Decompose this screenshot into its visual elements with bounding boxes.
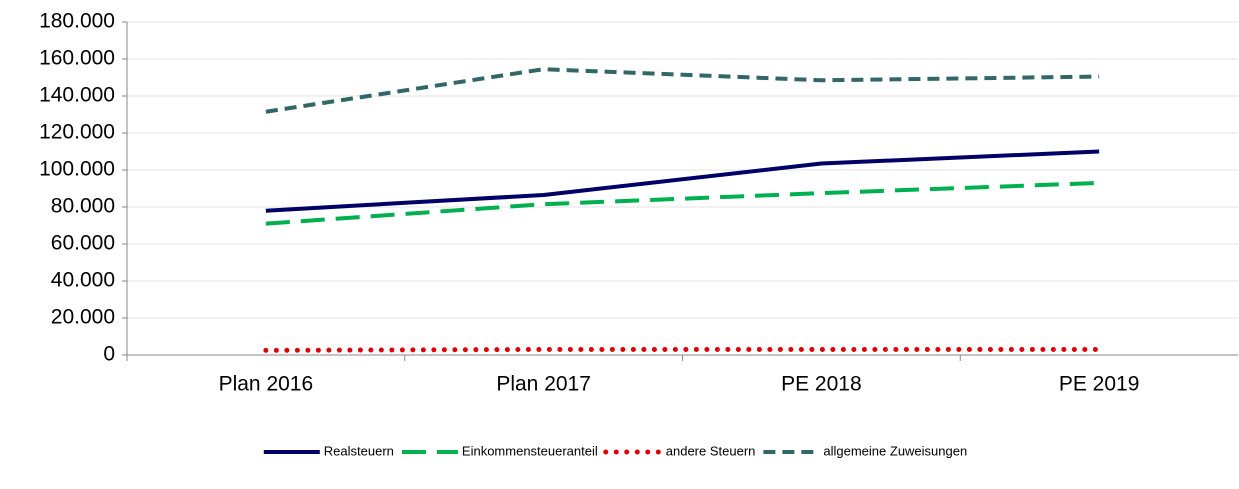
y-tick-label: 120.000 <box>39 121 115 144</box>
series-line <box>265 67 1100 114</box>
series-line <box>263 346 1102 353</box>
legend-label: allgemeine Zuweisungen <box>823 443 967 458</box>
y-tick-label: 140.000 <box>39 84 115 107</box>
x-tick-label: PE 2019 <box>1059 373 1140 396</box>
y-tick-label: 60.000 <box>51 232 115 255</box>
y-tick-label: 180.000 <box>39 10 115 33</box>
y-tick-label: 40.000 <box>51 269 115 292</box>
legend-label: Realsteuern <box>324 443 394 458</box>
y-tick-label: 20.000 <box>51 306 115 329</box>
x-tick-label: Plan 2016 <box>219 373 314 396</box>
y-tick-label: 100.000 <box>39 158 115 181</box>
legend-label: andere Steuern <box>666 443 756 458</box>
x-tick-label: PE 2018 <box>781 373 862 396</box>
y-tick-label: 80.000 <box>51 195 115 218</box>
y-tick-label: 160.000 <box>39 47 115 70</box>
y-tick-label: 0 <box>103 343 115 366</box>
legend-label: Einkommensteueranteil <box>462 443 598 458</box>
x-tick-label: Plan 2017 <box>496 373 591 396</box>
series-line <box>265 149 1100 213</box>
